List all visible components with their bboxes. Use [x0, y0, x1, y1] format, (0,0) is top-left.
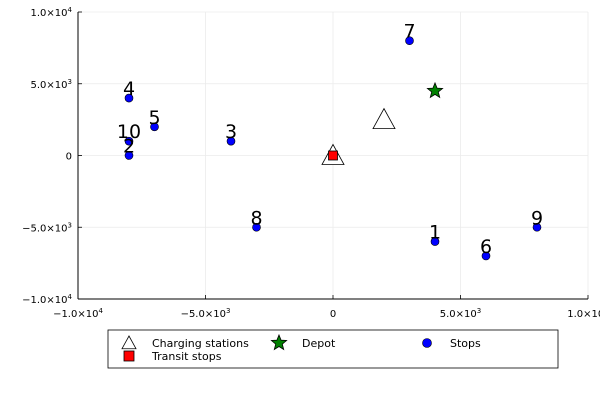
legend-label-charging-stations: Charging stations: [152, 337, 249, 350]
legend-box: [107, 329, 559, 369]
stops-point-6: [481, 251, 491, 261]
x-tick-label-3: 5.0×103: [440, 307, 481, 320]
legend-marker-depot: [270, 333, 288, 351]
legend-marker-transit-stops: [123, 350, 135, 362]
stops-point-8: [252, 222, 261, 232]
x-tick-label-4: 1.0×104: [567, 307, 600, 320]
stops-point-7: [405, 36, 414, 46]
stop-label-6: 6: [480, 236, 492, 258]
legend-marker-charging-stations: [121, 335, 137, 350]
legend-label-stops: Stops: [450, 337, 481, 350]
y-tick-label-4: −1.0×104: [22, 293, 72, 306]
stops-point-3: [226, 136, 236, 146]
stops-point-9: [532, 222, 542, 232]
stop-label-5: 5: [148, 107, 160, 129]
point-labels: 1 2 3 45 6 7 8 9 10: [117, 21, 543, 258]
y-tick-label-1: 5.0×103: [31, 78, 72, 91]
stops-point-10: [124, 136, 134, 146]
data-marks: [124, 36, 542, 261]
stop-label-7: 7: [403, 21, 415, 43]
charging-stations-point-1: [372, 107, 396, 130]
stops-point-5: [150, 122, 159, 132]
legend-label-transit-stops: Transit stops: [151, 350, 222, 363]
stop-label-10: 10: [117, 121, 141, 143]
legend-marker-stops: [422, 338, 432, 348]
x-tick-label-0: −1.0×104: [53, 307, 103, 320]
x-tick-label-2: 0: [330, 309, 336, 320]
x-tick-label-1: −5.0×103: [181, 307, 231, 320]
stop-label-3: 3: [225, 121, 237, 143]
stop-label-4: 4: [123, 78, 135, 100]
y-tick-label-0: 1.0×104: [31, 6, 73, 19]
tick-labels: −1.0×104 −5.0×103 0 5.0×103 1.0×104 1.0×104 5.…: [22, 6, 600, 320]
depot-point-0: [426, 81, 444, 99]
stop-label-2: 2: [123, 136, 135, 158]
stop-label-8: 8: [250, 207, 262, 229]
stops-point-2: [124, 151, 134, 160]
axes: [77, 11, 589, 300]
stop-label-9: 9: [531, 207, 543, 229]
y-tick-label-3: −5.0×103: [22, 221, 72, 234]
y-tick-label-2: 0: [66, 152, 72, 163]
stop-label-1: 1: [429, 222, 441, 244]
transit-stops-point-0: [328, 150, 338, 161]
legend-label-depot: Depot: [302, 337, 336, 350]
stops-point-1: [430, 237, 440, 246]
stops-point-4: [124, 93, 134, 103]
